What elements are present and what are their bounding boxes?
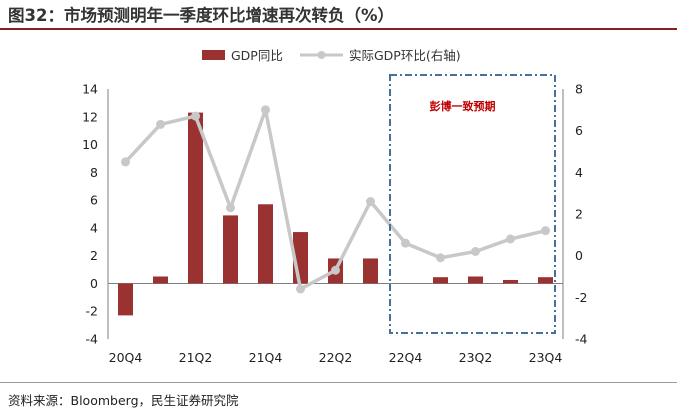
bar [363,258,378,284]
y-right-tick-label: 8 [575,82,583,97]
legend: GDP同比 实际GDP环比(右轴) [202,48,461,63]
line-point [191,111,200,121]
source-note: 资料来源：Bloomberg，民生证券研究院 [8,393,239,408]
chart-title: 图32：市场预测明年一季度环比增速再次转负（%） [8,6,394,25]
bar-series [118,112,553,316]
source-rule [0,382,677,383]
y-right-tick-label: 2 [575,207,583,222]
y-right-tick-label: -4 [575,332,588,347]
line-point [401,238,410,248]
line-point [436,253,445,263]
line-point [541,226,550,236]
title-rule [0,28,677,30]
line-point [121,157,130,167]
line-point [471,247,480,256]
forecast-box [389,74,556,334]
x-tick-label: 21Q2 [179,350,213,365]
line-point [296,284,305,294]
line-point [261,105,270,115]
bar [538,277,553,284]
legend-bar-swatch [202,50,225,60]
legend-bar-label: GDP同比 [231,48,283,63]
line-series [121,105,550,294]
y-left-tick-label: 2 [90,248,98,263]
line-point [506,234,515,244]
line-point [156,119,165,129]
x-tick-label: 23Q4 [529,350,563,365]
bar [153,276,168,284]
y-right-tick-label: 0 [575,248,583,263]
bar [223,215,238,284]
x-tick-label: 21Q4 [249,350,283,365]
y-left-tick-label: -2 [86,304,98,319]
line-point [366,197,375,206]
bar [118,283,133,316]
legend-line-label: 实际GDP环比(右轴) [349,48,461,63]
y-left-tick-label: -4 [86,332,99,347]
x-tick-label: 22Q4 [389,350,423,365]
y-left-tick-label: 0 [90,276,98,291]
x-tick-label: 20Q4 [109,350,143,365]
y-right-tick-label: 4 [575,165,583,180]
bar [503,279,518,284]
y-right-tick-label: -2 [575,290,587,305]
bar [468,276,483,284]
bar [433,277,448,284]
y-left-tick-label: 10 [82,137,98,152]
bar [188,112,203,284]
y-right-tick-label: 6 [575,123,583,138]
y-left-tick-label: 6 [90,193,98,208]
line-point [226,203,235,213]
x-tick-label: 22Q2 [319,350,353,365]
axes: -4 -2 0 2 4 6 8 10 12 14 -4 -2 0 2 4 6 8 20Q4 21Q2 21Q4 22Q2… [82,82,587,366]
forecast-label: 彭博一致预期 [430,99,496,113]
bar [258,204,273,284]
y-left-tick-label: 12 [82,109,98,124]
legend-line-marker [317,51,326,59]
y-left-tick-label: 14 [82,82,98,97]
forecast-annotation: 彭博一致预期 [389,74,556,334]
line-point [331,265,340,275]
x-tick-label: 23Q2 [459,350,493,365]
y-left-tick-label: 8 [90,165,98,180]
y-left-tick-label: 4 [90,220,98,235]
gdp-chart: GDP同比 实际GDP环比(右轴) -4 -2 0 2 4 6 8 10 12 14 -4 -2 0 2 4… [82,48,587,366]
